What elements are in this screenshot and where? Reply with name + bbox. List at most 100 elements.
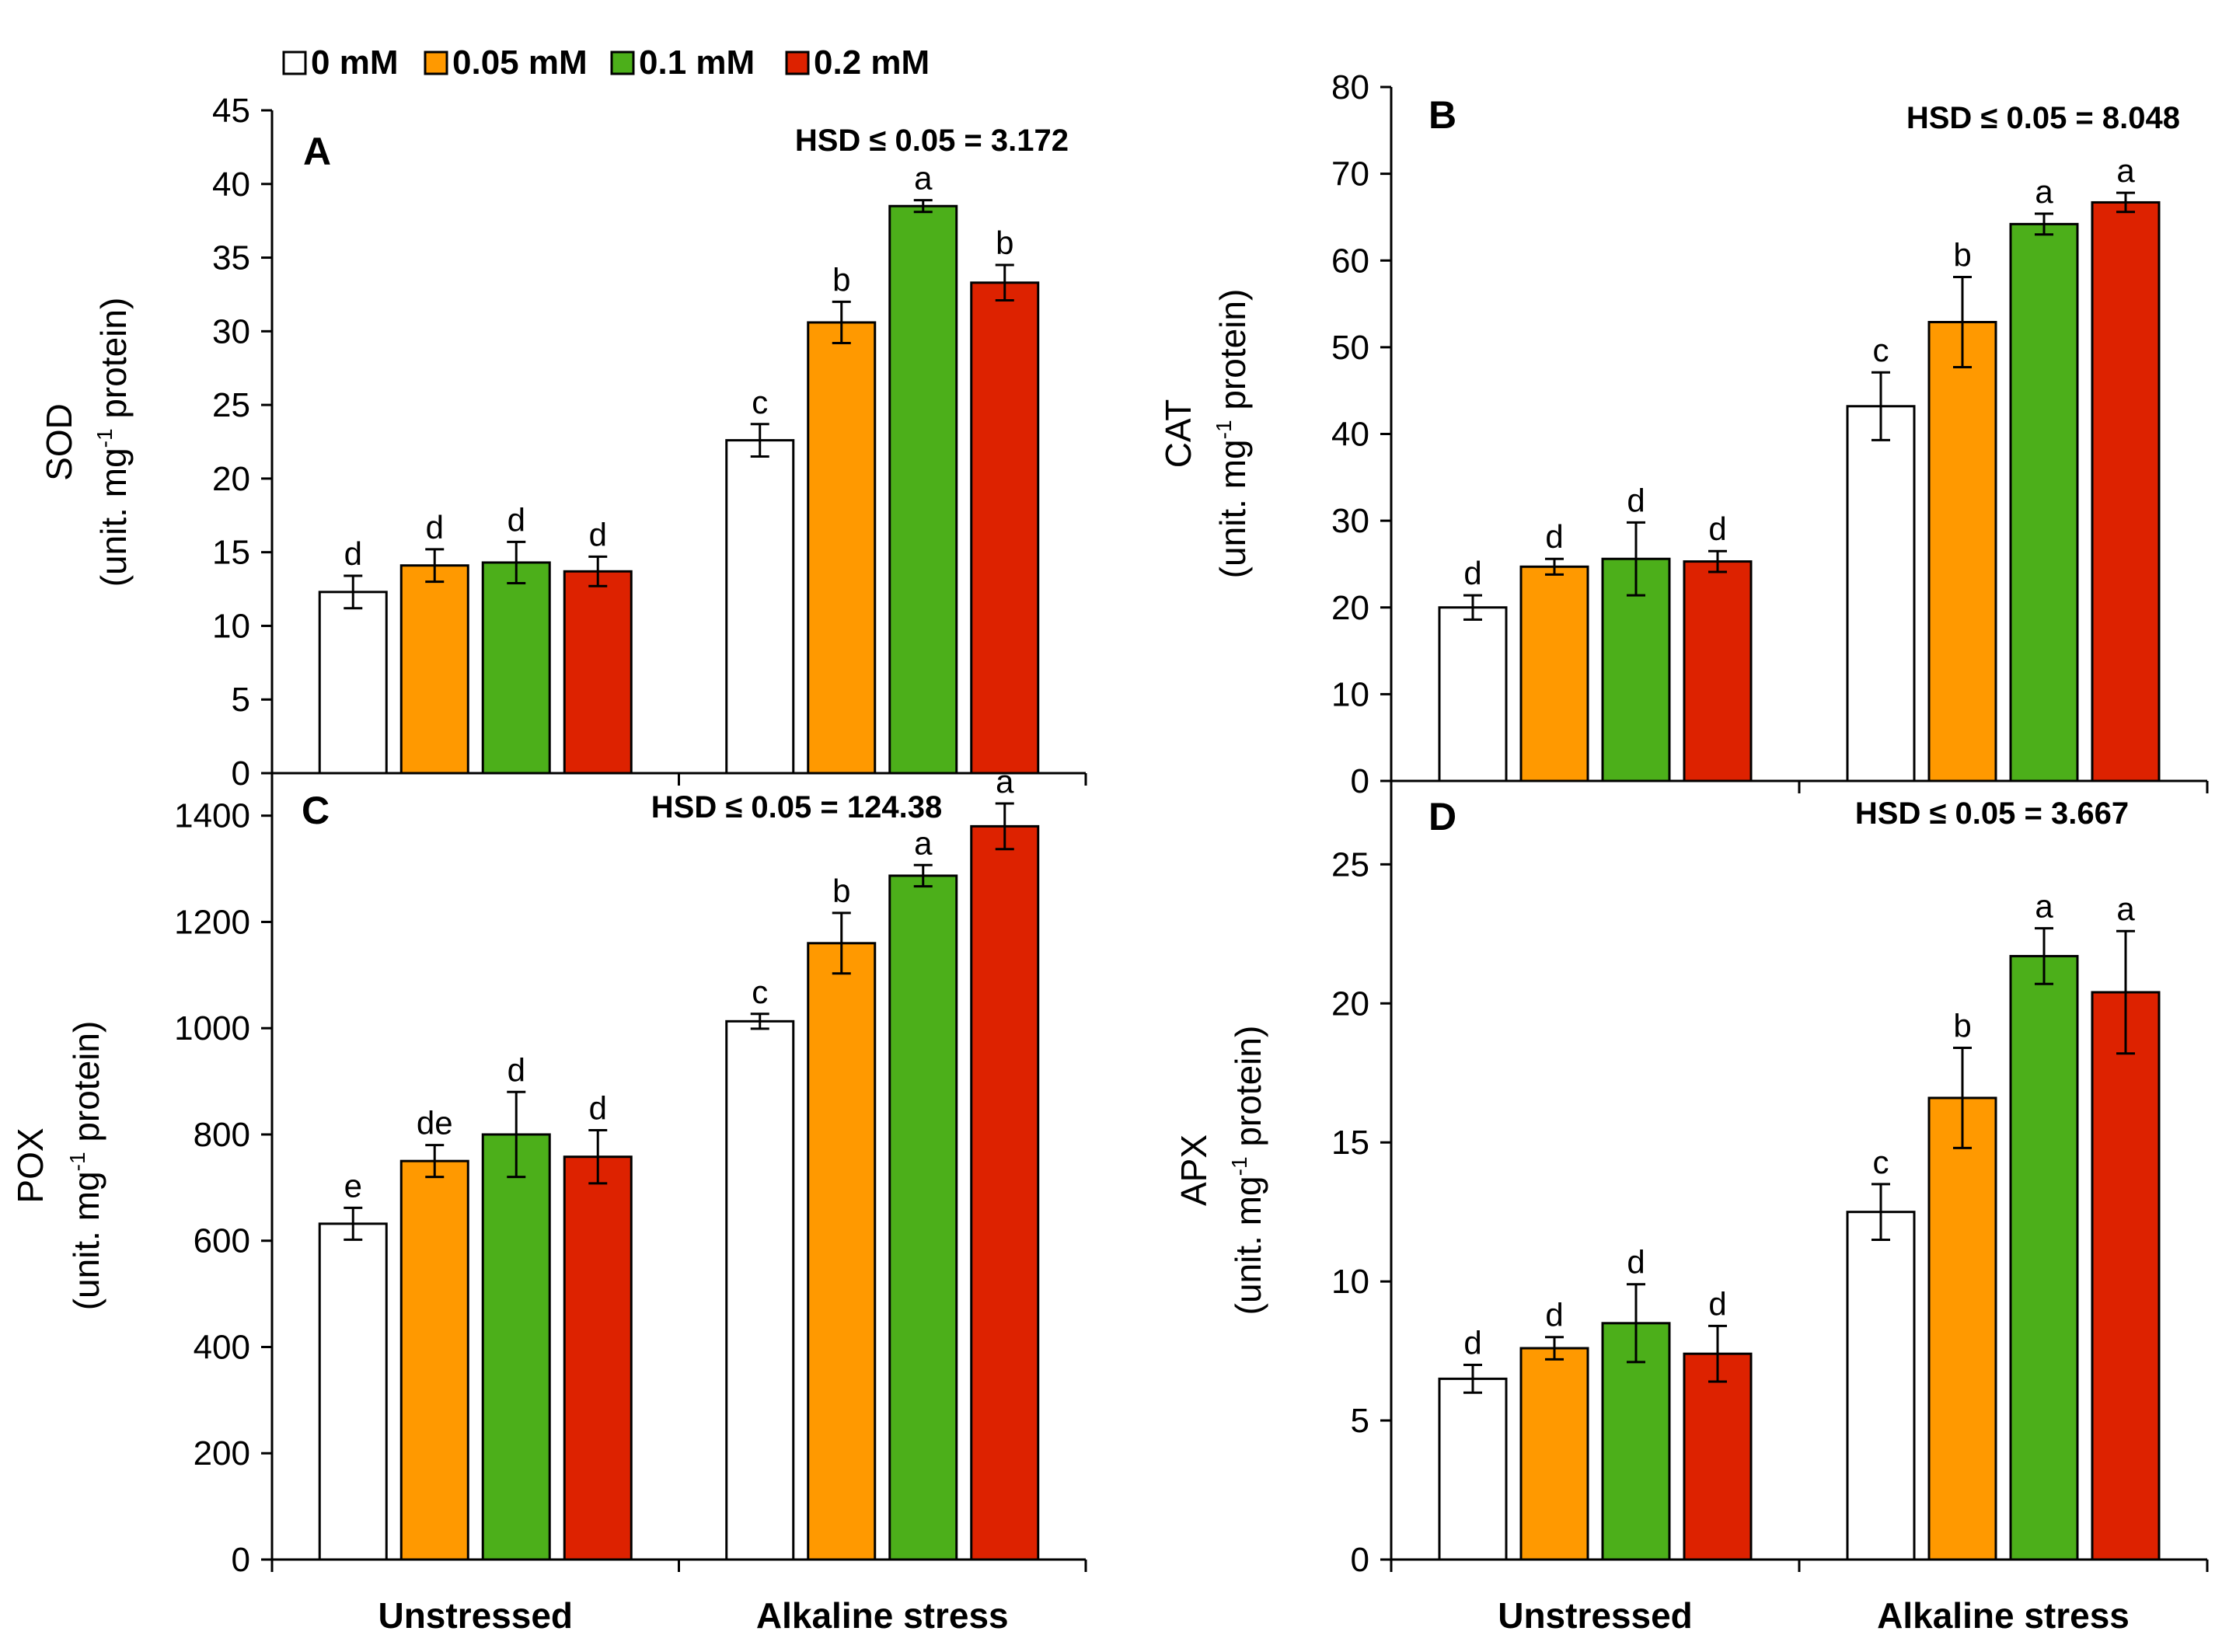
bar-0_2mm	[970, 824, 1040, 1561]
y-axis-label: POX	[10, 1127, 51, 1203]
hsd-annotation: HSD ≤ 0.05 = 124.38	[651, 790, 942, 824]
legend-swatch	[424, 51, 448, 75]
significance-letter: b	[1953, 1008, 1971, 1044]
bar-0_2mm	[2091, 991, 2161, 1561]
bar-0_1mm	[481, 1133, 551, 1561]
bar-0_1mm	[888, 204, 958, 775]
bar-0_05mm	[1519, 1347, 1589, 1561]
unit-suffix: protein)	[66, 1021, 106, 1152]
significance-letter: b	[1953, 236, 1971, 273]
legend-swatch	[785, 51, 810, 75]
panel-label: D	[1428, 795, 1456, 838]
significance-letter: d	[508, 501, 525, 538]
y-tick-label: 70	[1331, 155, 1369, 193]
y-tick-label: 25	[212, 386, 250, 424]
legend-label: 0 mM	[311, 44, 398, 82]
x-category-label: Unstressed	[1498, 1595, 1693, 1636]
y-tick-label: 1200	[174, 903, 250, 941]
y-tick-label: 1400	[174, 797, 250, 835]
significance-letter: e	[344, 1167, 362, 1204]
legend-label: 0.05 mM	[452, 44, 588, 82]
bar-0_2mm	[1683, 560, 1753, 782]
legend-swatch	[282, 51, 307, 75]
unit-suffix: protein)	[93, 298, 134, 429]
x-category-label: Alkaline stress	[756, 1595, 1009, 1636]
significance-letter: d	[589, 1090, 607, 1127]
y-tick-label: 20	[212, 460, 250, 498]
hsd-annotation: HSD ≤ 0.05 = 3.172	[795, 124, 1069, 158]
bar-0_05mm	[1927, 1096, 1997, 1561]
y-tick-label: 35	[212, 239, 250, 277]
panel-label: A	[303, 130, 331, 173]
y-tick-label: 60	[1331, 242, 1369, 280]
significance-letter: c	[1873, 1144, 1889, 1180]
y-tick-label: 15	[1331, 1124, 1369, 1162]
unit-prefix: (unit. mg	[93, 448, 134, 587]
significance-letter: c	[752, 384, 768, 420]
bar-0mm	[1846, 1211, 1916, 1561]
y-axis-unit-label: (unit. mg-1 protein)	[92, 298, 134, 587]
significance-letter: d	[1708, 511, 1726, 547]
y-tick-label: 10	[1331, 675, 1369, 713]
bar-0_05mm	[399, 564, 469, 775]
y-axis-unit-label: (unit. mg-1 protein)	[1227, 1026, 1268, 1316]
unit-suffix: protein)	[1228, 1026, 1268, 1157]
y-tick-label: 80	[1331, 68, 1369, 106]
hsd-annotation: HSD ≤ 0.05 = 8.048	[1906, 101, 2180, 135]
bar-0mm	[1438, 606, 1508, 782]
y-tick-label: 800	[194, 1116, 250, 1154]
bar-0_2mm	[563, 570, 633, 775]
legend-swatch	[610, 51, 635, 75]
y-tick-label: 50	[1331, 329, 1369, 367]
bar-0mm	[1438, 1377, 1508, 1561]
chart-panel-c: 0 200 400 600 800 1000 1200 1400 e de d d Unstressed…	[10, 763, 1087, 1636]
bar-0_2mm	[2091, 200, 2161, 782]
y-tick-label: 5	[232, 681, 250, 719]
significance-letter: d	[1627, 482, 1645, 518]
x-category-label: Alkaline stress	[1877, 1595, 2130, 1636]
y-axis-label: CAT	[1158, 399, 1198, 469]
y-tick-label: 40	[212, 166, 250, 204]
bar-0mm	[318, 1222, 388, 1561]
y-tick-label: 15	[212, 534, 250, 572]
bar-0_2mm	[1683, 1352, 1753, 1561]
significance-letter: d	[1627, 1244, 1645, 1281]
bar-0_05mm	[1927, 321, 1997, 782]
y-tick-label: 20	[1331, 589, 1369, 627]
bar-0_05mm	[1519, 565, 1589, 782]
bar-0_1mm	[481, 561, 551, 775]
bar-0_2mm	[563, 1155, 633, 1561]
bar-0_05mm	[399, 1159, 469, 1561]
y-axis-unit-label: (unit. mg-1 protein)	[65, 1021, 106, 1311]
y-tick-label: 10	[212, 607, 250, 645]
significance-letter: d	[344, 535, 362, 572]
significance-letter: d	[1463, 1325, 1481, 1361]
significance-letter: d	[1463, 555, 1481, 591]
unit-suffix: protein)	[1212, 289, 1253, 420]
significance-letter: a	[2116, 152, 2135, 189]
chart-panel-d: 0 5 10 15 20 25 d d d d Unstressed c b a a Alkaline str…	[1174, 781, 2209, 1636]
unit-superscript: -1	[1227, 1156, 1251, 1176]
y-tick-label: 25	[1331, 845, 1369, 884]
y-tick-label: 30	[1331, 502, 1369, 540]
significance-letter: d	[589, 516, 607, 552]
bar-0_1mm	[2009, 222, 2079, 782]
legend: 0 mM 0.05 mM 0.1 mM 0.2 mM	[282, 44, 930, 82]
significance-letter: b	[832, 261, 850, 298]
unit-superscript: -1	[92, 428, 117, 448]
y-tick-label: 40	[1331, 416, 1369, 454]
significance-letter: c	[1873, 332, 1889, 368]
y-axis-label: SOD	[39, 403, 79, 481]
significance-letter: d	[1545, 1297, 1563, 1333]
legend-label: 0.2 mM	[814, 44, 930, 82]
bar-0mm	[725, 439, 795, 775]
chart-panels: 0 5 10 15 20 25 30 35 40 45 d d d d c b a b A HSD ≤ 0.05 = …	[10, 68, 2209, 1636]
y-tick-label: 5	[1351, 1402, 1369, 1440]
unit-prefix: (unit. mg	[1212, 439, 1253, 578]
y-tick-label: 200	[194, 1434, 250, 1473]
x-category-label: Unstressed	[378, 1595, 573, 1636]
significance-letter: c	[752, 974, 768, 1010]
significance-letter: a	[2035, 888, 2053, 925]
significance-letter: de	[417, 1105, 453, 1141]
